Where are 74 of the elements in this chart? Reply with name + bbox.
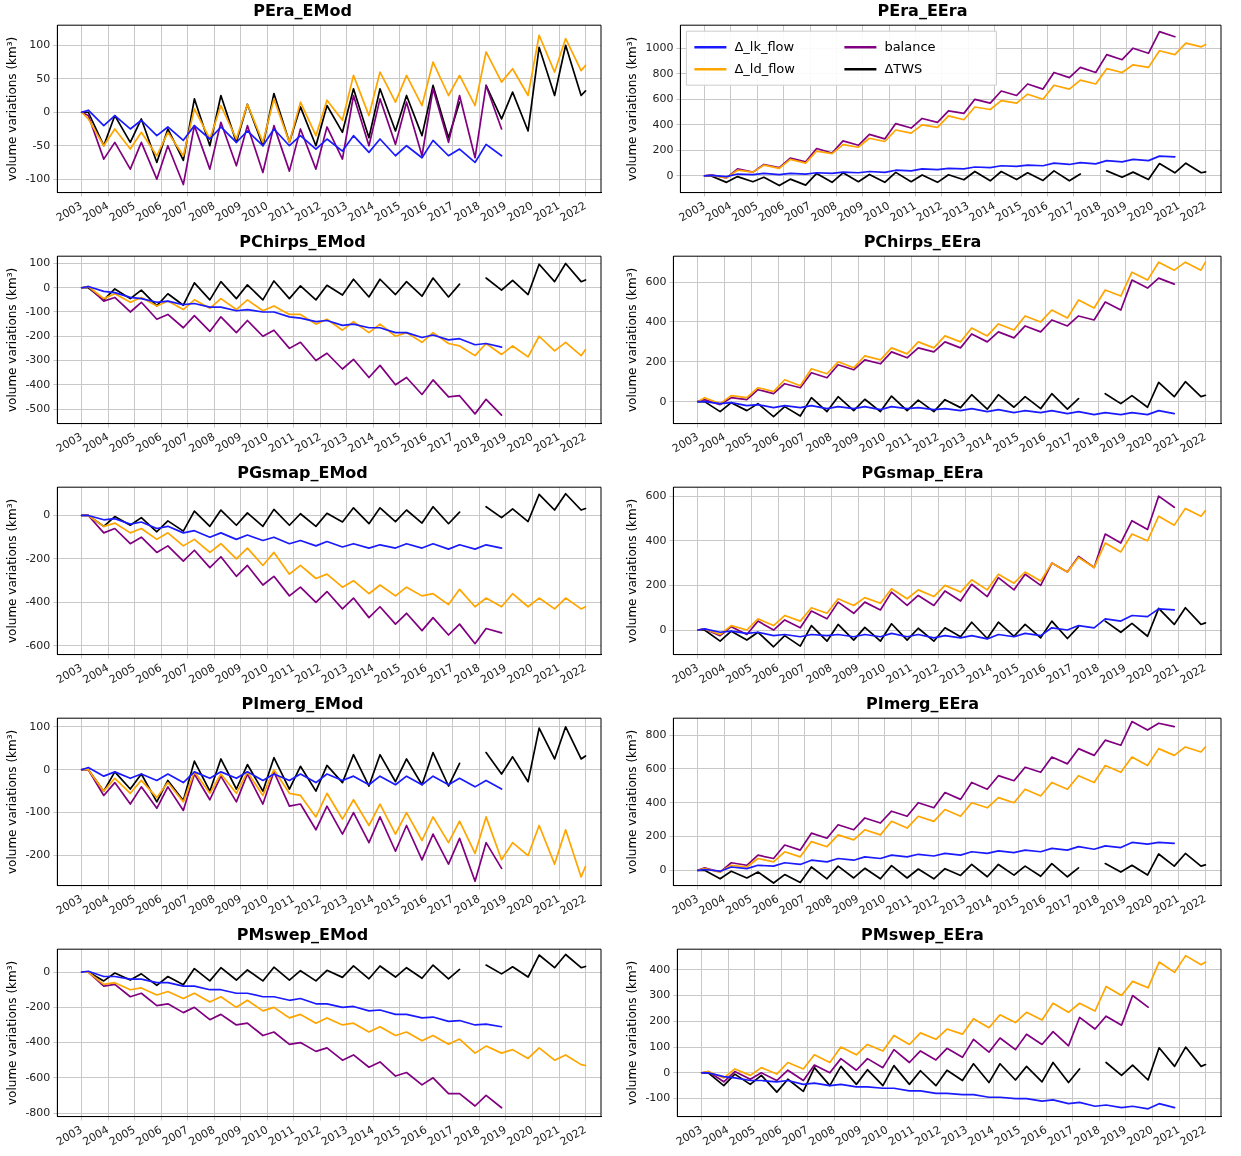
chart-title: PMswep_EEra <box>861 924 984 944</box>
y-tick-label: 100 <box>29 256 51 270</box>
chart-title: PGsmap_EEra <box>861 462 984 482</box>
y-tick-label: 600 <box>645 761 667 775</box>
y-tick-label: 0 <box>43 280 51 294</box>
y-tick-label: 400 <box>645 795 667 809</box>
y-axis-title: volume variations (km³) <box>5 36 20 181</box>
y-tick-label: -600 <box>25 638 51 652</box>
y-tick-label: 200 <box>645 829 667 843</box>
y-tick-label: 200 <box>645 354 667 368</box>
legend-label: Δ_lk_flow <box>734 38 795 54</box>
y-axis-title: volume variations (km³) <box>625 36 640 181</box>
y-tick-label: 0 <box>43 508 51 522</box>
y-axis-title: volume variations (km³) <box>5 267 20 412</box>
y-axis-title: volume variations (km³) <box>5 498 20 643</box>
y-tick-label: 1000 <box>645 41 674 55</box>
chart-title: PChirps_EMod <box>239 231 366 251</box>
y-tick-label: -400 <box>25 377 51 391</box>
y-tick-label: 0 <box>43 762 51 776</box>
y-axis-title: volume variations (km³) <box>625 729 640 874</box>
y-tick-label: 100 <box>649 1039 671 1053</box>
y-tick-label: -400 <box>25 1035 51 1049</box>
y-axis-title: volume variations (km³) <box>5 960 20 1105</box>
y-axis-title: volume variations (km³) <box>625 498 640 643</box>
y-tick-label: 0 <box>666 168 674 182</box>
y-tick-label: 0 <box>659 394 667 408</box>
y-tick-label: 0 <box>659 863 667 877</box>
chart-title: PGsmap_EMod <box>237 462 368 482</box>
y-tick-label: -50 <box>32 138 51 152</box>
y-tick-label: -300 <box>25 353 51 367</box>
y-tick-label: 800 <box>645 727 667 741</box>
y-tick-label: 600 <box>652 92 674 106</box>
y-tick-label: 600 <box>645 488 667 502</box>
chart-title: PEra_EMod <box>253 0 352 20</box>
y-tick-label: 0 <box>663 1065 671 1079</box>
y-tick-label: 800 <box>652 66 674 80</box>
legend-label: ΔTWS <box>884 60 923 76</box>
y-tick-label: 400 <box>645 314 667 328</box>
y-tick-label: 50 <box>36 71 51 85</box>
y-tick-label: 100 <box>29 38 51 52</box>
y-tick-label: -500 <box>25 401 51 415</box>
y-tick-label: 200 <box>649 1014 671 1028</box>
legend-label: balance <box>884 38 936 54</box>
y-tick-label: -100 <box>645 1091 671 1105</box>
y-tick-label: -400 <box>25 595 51 609</box>
y-tick-label: 200 <box>652 143 674 157</box>
y-axis-title: volume variations (km³) <box>5 729 20 874</box>
legend-label: Δ_ld_flow <box>734 60 796 76</box>
y-tick-label: -200 <box>25 551 51 565</box>
y-tick-label: 400 <box>652 117 674 131</box>
y-tick-label: 0 <box>43 964 51 978</box>
y-tick-label: -200 <box>25 1000 51 1014</box>
chart-title: PChirps_EEra <box>863 231 982 251</box>
y-tick-label: 300 <box>649 988 671 1002</box>
y-axis-title: volume variations (km³) <box>625 960 640 1105</box>
y-tick-label: 200 <box>645 578 667 592</box>
y-tick-label: -200 <box>25 848 51 862</box>
chart-title: PImerg_EEra <box>865 693 980 713</box>
y-tick-label: 100 <box>29 719 51 733</box>
y-tick-label: -600 <box>25 1070 51 1084</box>
y-tick-label: 600 <box>645 274 667 288</box>
y-tick-label: 0 <box>43 105 51 119</box>
y-tick-label: -100 <box>25 304 51 318</box>
chart-title: PImerg_EMod <box>241 693 364 713</box>
y-tick-label: 0 <box>659 622 667 636</box>
y-axis-title: volume variations (km³) <box>625 267 640 412</box>
y-tick-label: -800 <box>25 1105 51 1119</box>
y-tick-label: -100 <box>25 805 51 819</box>
y-tick-label: -200 <box>25 329 51 343</box>
y-tick-label: 400 <box>645 533 667 547</box>
chart-title: PEra_EEra <box>877 0 968 20</box>
y-tick-label: -100 <box>25 172 51 186</box>
chart-title: PMswep_EMod <box>236 924 369 944</box>
y-tick-label: 400 <box>649 962 671 976</box>
